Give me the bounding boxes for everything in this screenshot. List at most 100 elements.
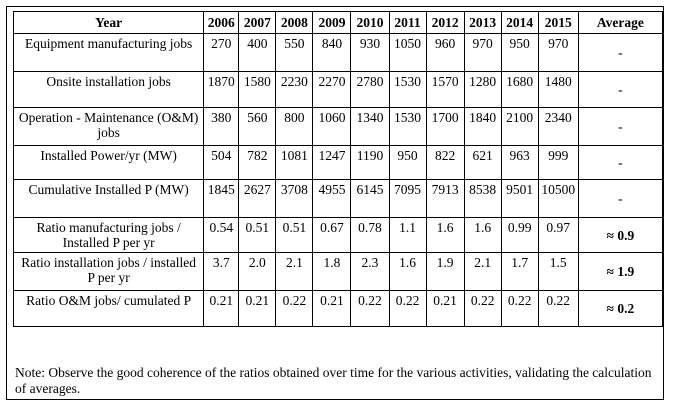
table-row: Cumulative Installed P (MW) 1845 2627 3708 4… bbox=[12, 179, 664, 218]
header-2008: 2008 bbox=[275, 11, 314, 34]
cell-2008: 800 bbox=[275, 107, 314, 146]
row-label: Equipment manufacturing jobs bbox=[12, 33, 205, 72]
row-label: Ratio installation jobs / installed P pe… bbox=[12, 252, 205, 291]
cell-2010: 2.3 bbox=[350, 252, 390, 291]
row-label: Onsite installation jobs bbox=[12, 71, 205, 108]
table-row: Installed Power/yr (MW) 504 782 1081 1247 119… bbox=[12, 145, 664, 180]
cell-2008: 1081 bbox=[275, 145, 314, 180]
cell-2009: 840 bbox=[312, 33, 352, 72]
table-row: Ratio O&M jobs/ cumulated P 0.21 0.21 0.22 0… bbox=[12, 290, 664, 327]
cell-2012: 960 bbox=[425, 33, 465, 72]
cell-2013: 2.1 bbox=[463, 252, 502, 291]
cell-2012: 7913 bbox=[425, 179, 465, 218]
cell-2014: 963 bbox=[500, 145, 539, 180]
cell-average: - bbox=[577, 71, 664, 108]
header-2006: 2006 bbox=[203, 11, 240, 34]
cell-2007: 560 bbox=[238, 107, 277, 146]
cell-2009: 1.8 bbox=[312, 252, 352, 291]
cell-2009: 1247 bbox=[312, 145, 352, 180]
cell-2014: 2100 bbox=[500, 107, 539, 146]
cell-2006: 270 bbox=[203, 33, 240, 72]
cell-2008: 550 bbox=[275, 33, 314, 72]
cell-2007: 0.21 bbox=[238, 290, 277, 327]
cell-average: - bbox=[577, 107, 664, 146]
cell-2015: 999 bbox=[537, 145, 579, 180]
cell-2011: 1.1 bbox=[388, 217, 427, 253]
cell-2012: 1.9 bbox=[425, 252, 465, 291]
header-2012: 2012 bbox=[425, 11, 465, 34]
cell-2011: 1050 bbox=[388, 33, 427, 72]
cell-2006: 504 bbox=[203, 145, 240, 180]
cell-2014: 950 bbox=[500, 33, 539, 72]
row-label: Installed Power/yr (MW) bbox=[12, 145, 205, 180]
cell-2010: 930 bbox=[350, 33, 390, 72]
cell-2014: 0.99 bbox=[500, 217, 539, 253]
header-2013: 2013 bbox=[463, 11, 502, 34]
cell-2009: 0.67 bbox=[312, 217, 352, 253]
header-2015: 2015 bbox=[537, 11, 579, 34]
row-label: Cumulative Installed P (MW) bbox=[12, 179, 205, 218]
row-label: Operation - Maintenance (O&M) jobs bbox=[12, 107, 205, 146]
cell-2006: 0.21 bbox=[203, 290, 240, 327]
cell-2015: 0.22 bbox=[537, 290, 579, 327]
cell-2010: 6145 bbox=[350, 179, 390, 218]
cell-2006: 3.7 bbox=[203, 252, 240, 291]
header-average: Average bbox=[577, 11, 664, 34]
cell-2014: 1.7 bbox=[500, 252, 539, 291]
cell-2012: 1.6 bbox=[425, 217, 465, 253]
cell-2010: 1190 bbox=[350, 145, 390, 180]
cell-2010: 0.22 bbox=[350, 290, 390, 327]
cell-2014: 9501 bbox=[500, 179, 539, 218]
cell-2011: 0.22 bbox=[388, 290, 427, 327]
header-2009: 2009 bbox=[312, 11, 352, 34]
cell-average: - bbox=[577, 145, 664, 180]
header-year: Year bbox=[12, 11, 205, 34]
table-row: Equipment manufacturing jobs 270 400 550 840… bbox=[12, 33, 664, 72]
header-row: Year 2006 2007 2008 2009 2010 2011 2012 … bbox=[12, 11, 664, 34]
cell-2011: 950 bbox=[388, 145, 427, 180]
cell-2011: 7095 bbox=[388, 179, 427, 218]
cell-2008: 2230 bbox=[275, 71, 314, 108]
cell-2008: 0.22 bbox=[275, 290, 314, 327]
table-row: Onsite installation jobs 1870 1580 2230 2270… bbox=[12, 71, 664, 108]
cell-2013: 621 bbox=[463, 145, 502, 180]
cell-2006: 380 bbox=[203, 107, 240, 146]
cell-2009: 4955 bbox=[312, 179, 352, 218]
cell-2007: 782 bbox=[238, 145, 277, 180]
cell-2008: 2.1 bbox=[275, 252, 314, 291]
header-2011: 2011 bbox=[388, 11, 427, 34]
cell-2008: 3708 bbox=[275, 179, 314, 218]
jobs-table: Year 2006 2007 2008 2009 2010 2011 2012 … bbox=[12, 11, 664, 327]
cell-2015: 0.97 bbox=[537, 217, 579, 253]
cell-2009: 2270 bbox=[312, 71, 352, 108]
cell-average: ≈ 0.2 bbox=[577, 290, 664, 327]
cell-2007: 2.0 bbox=[238, 252, 277, 291]
row-label: Ratio O&M jobs/ cumulated P bbox=[12, 290, 205, 327]
cell-2012: 822 bbox=[425, 145, 465, 180]
row-label: Ratio manufacturing jobs / Installed P p… bbox=[12, 217, 205, 253]
cell-2013: 0.22 bbox=[463, 290, 502, 327]
cell-2008: 0.51 bbox=[275, 217, 314, 253]
cell-2013: 970 bbox=[463, 33, 502, 72]
cell-2015: 1480 bbox=[537, 71, 579, 108]
cell-2015: 970 bbox=[537, 33, 579, 72]
cell-2012: 1700 bbox=[425, 107, 465, 146]
cell-2006: 1845 bbox=[203, 179, 240, 218]
cell-2013: 8538 bbox=[463, 179, 502, 218]
cell-2006: 0.54 bbox=[203, 217, 240, 253]
cell-2014: 1680 bbox=[500, 71, 539, 108]
cell-2011: 1530 bbox=[388, 71, 427, 108]
table-row: Operation - Maintenance (O&M) jobs 380 560… bbox=[12, 107, 664, 146]
cell-2007: 0.51 bbox=[238, 217, 277, 253]
cell-2007: 400 bbox=[238, 33, 277, 72]
cell-2007: 1580 bbox=[238, 71, 277, 108]
cell-2010: 2780 bbox=[350, 71, 390, 108]
cell-2010: 0.78 bbox=[350, 217, 390, 253]
table-frame bbox=[6, 6, 664, 400]
header-2014: 2014 bbox=[500, 11, 539, 34]
cell-2013: 1280 bbox=[463, 71, 502, 108]
table-note: Note: Observe the good coherence of the … bbox=[15, 365, 652, 396]
header-2007: 2007 bbox=[238, 11, 277, 34]
table-row: Ratio installation jobs / installed P pe… bbox=[12, 252, 664, 291]
cell-2012: 1570 bbox=[425, 71, 465, 108]
